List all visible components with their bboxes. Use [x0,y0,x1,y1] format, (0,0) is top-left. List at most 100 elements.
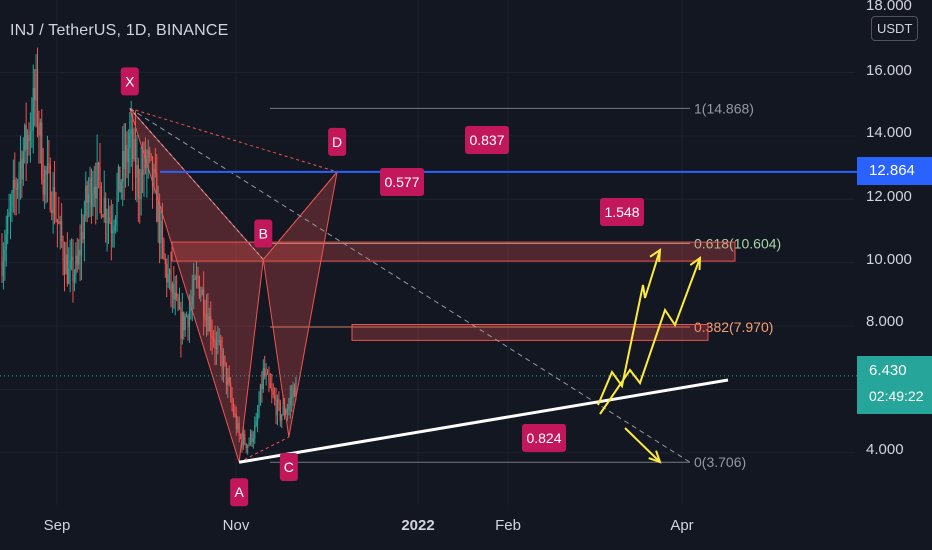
candle-body [86,185,88,203]
candle-body [56,219,58,222]
candle-body [150,153,152,157]
candle-body [252,438,254,443]
candle-body [180,306,182,339]
fib-levels[interactable]: 1(14.868) 0.618(10.604) 0.382(7.970) 0(3.70… [270,100,781,470]
candle-body [102,216,104,218]
ratio-label-text: 0.824 [526,430,561,446]
price-tick: 8.000 [866,313,904,330]
candle-body [49,165,51,211]
candle-body [137,165,139,198]
candle-body [264,368,266,377]
fib-level-label: 0.618(10.604) [694,236,781,252]
pattern-point-c: C [279,453,298,482]
candle-body [14,179,16,188]
pattern-point-b: B [254,219,273,248]
candle-body [293,387,296,397]
candle-body [261,384,263,389]
candle-body [218,340,220,342]
pattern-point-d: D [328,127,347,156]
candle-body [80,231,83,256]
candle-body [212,338,215,342]
candle-body [89,177,91,195]
harmonic-ratio-line [129,107,338,173]
candle-body [38,124,40,136]
candle-body [90,177,93,207]
candle-body [291,396,293,398]
candle-body [177,297,179,309]
price-tick: 14.000 [866,124,912,141]
candle-body [220,340,222,352]
candle-body [11,193,13,208]
support-trendline[interactable] [238,378,729,464]
candle-body [130,129,132,134]
ratio-label-text: 0.577 [384,174,419,190]
candle-body [227,377,229,386]
candle-body [208,316,210,332]
candle-body [100,186,102,217]
candle-body [72,256,74,282]
candles [1,47,297,455]
candle-body [41,122,43,180]
candle-body [129,133,131,149]
candle-body [25,125,27,150]
candle-body [136,165,138,178]
candle-body [70,256,73,261]
candle-body [53,186,56,218]
candle-body [282,406,284,415]
candle-body [268,374,270,384]
candle-body [278,398,280,403]
candle-body [36,69,39,125]
candle-body [85,185,87,217]
candle-body [73,274,76,282]
candle-body [62,241,64,261]
candle-body [7,215,9,234]
candle-body [181,312,183,339]
symbol-title[interactable]: INJ / TetherUS, 1D, BINANCE [10,22,229,39]
candle-body [58,221,60,224]
candle-body [288,405,290,410]
candle-body [159,202,161,244]
candle-body [173,283,175,300]
candle-body [174,292,176,300]
candle-body [238,422,240,436]
fib-level-label: 0(3.706) [694,454,746,470]
projection-path [597,249,661,406]
candle-body [164,258,166,264]
candle-body [116,189,118,218]
candle-body [15,187,17,190]
candle-body [266,373,269,375]
ratio-label: 0.824 [522,424,566,452]
pattern-point-a: A [230,478,249,507]
candle-body [66,254,68,284]
candle-body [68,268,70,284]
candle-body [224,355,226,363]
candle-body [259,384,262,405]
harmonic-ratio-line [129,108,264,260]
candle-body [119,166,121,193]
projection-arrowhead [689,255,702,271]
candle-body [153,168,155,188]
projection-paths[interactable] [597,248,702,464]
candle-body [184,316,186,331]
candle-body [225,362,227,386]
time-tick: Feb [495,517,521,534]
supply-demand-zones[interactable] [171,241,736,341]
candle-body [123,150,125,169]
currency-selector[interactable]: USDT [871,16,919,41]
candle-body [61,220,63,242]
candle-body [188,311,191,328]
harmonic-pattern[interactable] [129,107,691,463]
candle-body [75,255,77,275]
candle-body [134,139,137,178]
candle-body [178,306,181,309]
candle-body [237,422,239,429]
candle-body [105,198,107,224]
candle-body [198,276,200,298]
candle-body [207,313,209,332]
pattern-point-c-text: C [284,459,294,475]
ratio-label: 0.577 [380,168,424,196]
candle-body [285,412,287,415]
pattern-point-a-text: A [234,484,244,500]
candle-body [45,170,47,175]
